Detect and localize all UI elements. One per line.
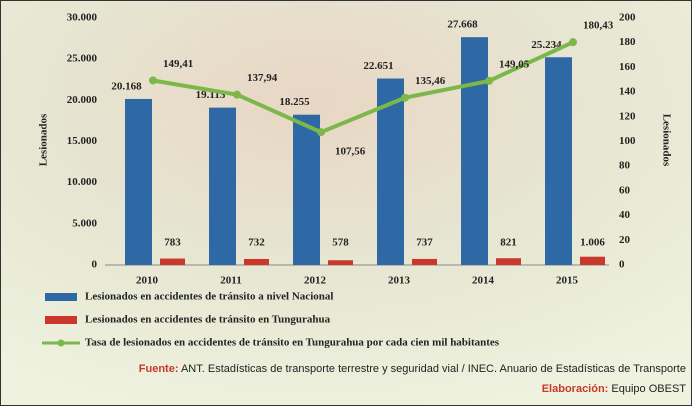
legend-label: Tasa de lesionados en accidentes de trán… bbox=[85, 337, 500, 349]
y-tick-label: 25.000 bbox=[67, 53, 98, 65]
y2-tick-label: 200 bbox=[619, 12, 636, 24]
y-tick-label: 5.000 bbox=[72, 217, 97, 229]
bar bbox=[244, 259, 269, 265]
bar bbox=[125, 99, 152, 265]
chart: Lesionados Lesionados Fuente: ANT. Estad… bbox=[0, 0, 692, 406]
y2-tick-label: 60 bbox=[619, 184, 631, 196]
bar bbox=[461, 37, 488, 265]
value-label: 732 bbox=[248, 237, 265, 249]
value-label: 821 bbox=[500, 237, 517, 249]
value-label: 578 bbox=[332, 237, 349, 249]
y2-tick-label: 160 bbox=[619, 61, 636, 73]
line-point bbox=[233, 91, 241, 99]
bar bbox=[328, 260, 353, 265]
bar bbox=[545, 57, 572, 265]
bar bbox=[209, 108, 236, 265]
value-label: 1.006 bbox=[580, 237, 605, 249]
bar bbox=[160, 259, 185, 265]
value-label: 149,05 bbox=[499, 58, 530, 70]
value-label: 149,41 bbox=[163, 58, 193, 70]
credit: Elaboración: Equipo OBEST bbox=[542, 383, 687, 395]
source-label: Fuente: bbox=[139, 363, 179, 375]
y-tick-label: 10.000 bbox=[67, 176, 98, 188]
legend-label: Lesionados en accidentes de tránsito a n… bbox=[85, 291, 333, 303]
y-tick-label: 0 bbox=[92, 259, 98, 271]
x-tick-label: 2011 bbox=[220, 275, 241, 287]
y-tick-label: 15.000 bbox=[67, 135, 98, 147]
y-tick-label: 30.000 bbox=[67, 12, 98, 24]
page: Lesionados Lesionados Fuente: ANT. Estad… bbox=[0, 0, 692, 406]
bar bbox=[496, 258, 521, 265]
legend-swatch bbox=[58, 340, 65, 347]
source-text: ANT. Estadísticas de transporte terrestr… bbox=[181, 363, 686, 375]
x-tick-label: 2013 bbox=[388, 275, 411, 287]
x-tick-label: 2014 bbox=[472, 275, 495, 287]
value-label: 180,43 bbox=[583, 20, 614, 32]
legend-swatch bbox=[45, 293, 77, 301]
y2-tick-label: 140 bbox=[619, 86, 636, 98]
line-point bbox=[317, 128, 325, 136]
y2-tick-label: 0 bbox=[619, 259, 625, 271]
y-axis-label: Lesionados bbox=[38, 113, 50, 166]
value-label: 22.651 bbox=[363, 60, 393, 72]
y2-tick-label: 100 bbox=[619, 135, 636, 147]
y-tick-label: 20.000 bbox=[67, 94, 98, 106]
y2-tick-label: 120 bbox=[619, 110, 636, 122]
y2-tick-label: 40 bbox=[619, 209, 631, 221]
line-point bbox=[569, 38, 577, 46]
x-tick-label: 2010 bbox=[136, 275, 159, 287]
bar bbox=[293, 115, 320, 265]
source: Fuente: ANT. Estadísticas de transporte … bbox=[139, 363, 686, 375]
credit-label: Elaboración: bbox=[542, 383, 609, 395]
y2-tick-label: 20 bbox=[619, 234, 631, 246]
value-label: 137,94 bbox=[247, 72, 278, 84]
legend-swatch bbox=[45, 316, 77, 324]
y2-axis-label: Lesionados bbox=[660, 114, 672, 167]
value-label: 737 bbox=[416, 237, 433, 249]
x-tick-label: 2012 bbox=[304, 275, 327, 287]
line-point bbox=[149, 76, 157, 84]
line-point bbox=[401, 94, 409, 102]
value-label: 107,56 bbox=[335, 146, 366, 158]
y2-tick-label: 80 bbox=[619, 160, 631, 172]
line-point bbox=[485, 77, 493, 85]
value-label: 135,46 bbox=[415, 75, 446, 87]
bar bbox=[412, 259, 437, 265]
value-label: 783 bbox=[164, 237, 181, 249]
y2-tick-label: 180 bbox=[619, 36, 636, 48]
value-label: 27.668 bbox=[447, 19, 478, 31]
value-label: 18.255 bbox=[279, 96, 310, 108]
legend-label: Lesionados en accidentes de tránsito en … bbox=[85, 314, 331, 326]
x-tick-label: 2015 bbox=[556, 275, 579, 287]
bar bbox=[580, 257, 605, 265]
credit-text: Equipo OBEST bbox=[611, 383, 686, 395]
value-label: 20.168 bbox=[111, 80, 142, 92]
